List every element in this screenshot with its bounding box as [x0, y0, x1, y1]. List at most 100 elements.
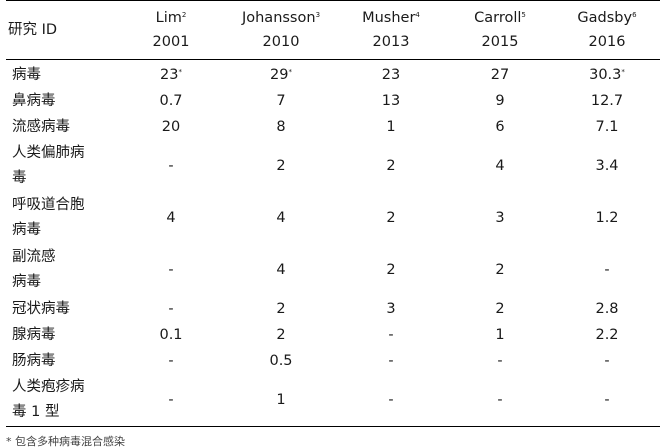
prevalence-cell: 4: [446, 140, 554, 192]
prevalence-cell: 2: [226, 140, 336, 192]
virus-type-label: 鼻病毒: [6, 88, 116, 114]
study-author: Carroll: [474, 10, 522, 26]
prevalence-cell: 0.7: [116, 88, 226, 114]
prevalence-value: 0.7: [159, 92, 183, 109]
reference-number: 5: [521, 11, 526, 19]
prevalence-value: 3: [386, 300, 396, 317]
prevalence-value: 4: [276, 261, 286, 278]
prevalence-value: 1: [276, 391, 286, 408]
prevalence-value: 29: [270, 66, 289, 83]
prevalence-cell: 23: [336, 60, 446, 89]
table-row: 冠状病毒 - 2 3 2 2.8: [6, 296, 660, 322]
prevalence-value: 20: [161, 118, 181, 135]
prevalence-cell: 6: [446, 114, 554, 140]
prevalence-value: 1.2: [595, 209, 619, 226]
prevalence-value: 7.1: [595, 118, 619, 135]
prevalence-cell: 20: [116, 114, 226, 140]
reference-number: 4: [415, 11, 420, 19]
table-row: 人类偏肺病毒 - 2 2 4 3.4: [6, 140, 660, 192]
prevalence-value: 2: [386, 157, 396, 174]
prevalence-cell: -: [554, 348, 660, 374]
prevalence-value: 4: [276, 209, 286, 226]
virus-type-label: 人类疱疹病毒 1 型: [6, 374, 116, 427]
prevalence-value: 8: [276, 118, 286, 135]
prevalence-value: 2.8: [595, 300, 619, 317]
prevalence-cell: -: [116, 374, 226, 427]
prevalence-value: 3.4: [595, 157, 619, 174]
virus-type-label-line: 病毒: [12, 222, 41, 238]
virus-type-label-line: 人类偏肺病: [12, 145, 85, 161]
prevalence-value: 0.5: [269, 352, 293, 369]
prevalence-cell: 7.1: [554, 114, 660, 140]
table-row: 呼吸道合胞 病毒 4 4 2 3 1.2: [6, 192, 660, 244]
prevalence-value: -: [604, 261, 610, 278]
prevalence-cell: 2: [226, 296, 336, 322]
prevalence-value: 6: [495, 118, 505, 135]
prevalence-value: -: [168, 261, 174, 278]
prevalence-cell: 27: [446, 60, 554, 89]
reference-number: 2: [181, 11, 187, 19]
prevalence-value: 3: [495, 209, 505, 226]
virus-type-label-line: 毒: [12, 170, 27, 186]
prevalence-cell: 9: [446, 88, 554, 114]
prevalence-value: 2: [276, 300, 286, 317]
study-header-gadsby: Gadsby6 2016: [554, 0, 660, 60]
prevalence-cell: 13: [336, 88, 446, 114]
prevalence-cell: 1.2: [554, 192, 660, 244]
prevalence-value: 2.2: [595, 326, 619, 343]
table-header-row: 研究 ID Lim2 2001 Johansson3 2010 Musher4 …: [6, 0, 660, 60]
prevalence-cell: 0.1: [116, 322, 226, 348]
virus-type-label-line: 人类疱疹病: [12, 379, 85, 395]
study-year: 2001: [152, 34, 190, 50]
prevalence-value: -: [604, 391, 610, 408]
study-year: 2010: [262, 34, 300, 50]
prevalence-cell: -: [116, 296, 226, 322]
prevalence-cell: 4: [116, 192, 226, 244]
prevalence-value: 13: [381, 92, 401, 109]
prevalence-cell: 8: [226, 114, 336, 140]
prevalence-cell: 4: [226, 192, 336, 244]
prevalence-cell: -: [446, 374, 554, 427]
prevalence-value: 2: [276, 157, 286, 174]
virus-type-label-line: 流感病毒: [12, 118, 70, 135]
virus-prevalence-table-container: 研究 ID Lim2 2001 Johansson3 2010 Musher4 …: [6, 0, 660, 427]
prevalence-value: -: [497, 352, 503, 369]
prevalence-value: -: [388, 352, 394, 369]
prevalence-cell: 3: [336, 296, 446, 322]
study-year: 2015: [481, 34, 519, 50]
prevalence-value: -: [168, 352, 174, 369]
virus-type-label: 人类偏肺病毒: [6, 140, 116, 192]
prevalence-cell: -: [336, 374, 446, 427]
prevalence-value: 2: [276, 326, 286, 343]
study-header-johansson: Johansson3 2010: [226, 0, 336, 60]
prevalence-value: 30.3: [589, 66, 622, 83]
prevalence-cell: -: [554, 374, 660, 427]
prevalence-cell: 7: [226, 88, 336, 114]
study-header-lim: Lim2 2001: [116, 0, 226, 60]
virus-type-label-line: 毒 1 型: [12, 404, 60, 420]
virus-type-label: 冠状病毒: [6, 296, 116, 322]
prevalence-value: 1: [495, 326, 505, 343]
prevalence-value: 27: [490, 66, 510, 83]
virus-type-label-line: 冠状病毒: [12, 300, 70, 317]
virus-type-label: 病毒: [6, 60, 116, 89]
prevalence-cell: 29*: [226, 60, 336, 89]
study-header-carroll: Carroll5 2015: [446, 0, 554, 60]
prevalence-cell: -: [336, 348, 446, 374]
virus-type-label: 腺病毒: [6, 322, 116, 348]
prevalence-value: -: [388, 391, 394, 408]
table-row: 人类疱疹病毒 1 型 - 1 - - -: [6, 374, 660, 427]
study-author: Musher: [362, 10, 416, 26]
prevalence-value: 7: [276, 92, 286, 109]
table-row: 鼻病毒 0.7 7 13 9 12.7: [6, 88, 660, 114]
prevalence-value: -: [168, 300, 174, 317]
study-author: Lim: [155, 10, 182, 26]
table-row: 流感病毒 20 8 1 6 7.1: [6, 114, 660, 140]
prevalence-cell: 1: [226, 374, 336, 427]
virus-type-label-line: 鼻病毒: [12, 92, 56, 109]
reference-number: 3: [315, 11, 321, 19]
virus-prevalence-table: 研究 ID Lim2 2001 Johansson3 2010 Musher4 …: [6, 0, 660, 427]
prevalence-cell: 2.8: [554, 296, 660, 322]
study-header-musher: Musher4 2013: [336, 0, 446, 60]
table-body: 病毒 23* 29* 23 27 30.3* 鼻病毒 0.7 7 13 9 12.7 流感病毒 20 8 1 6…: [6, 60, 660, 427]
